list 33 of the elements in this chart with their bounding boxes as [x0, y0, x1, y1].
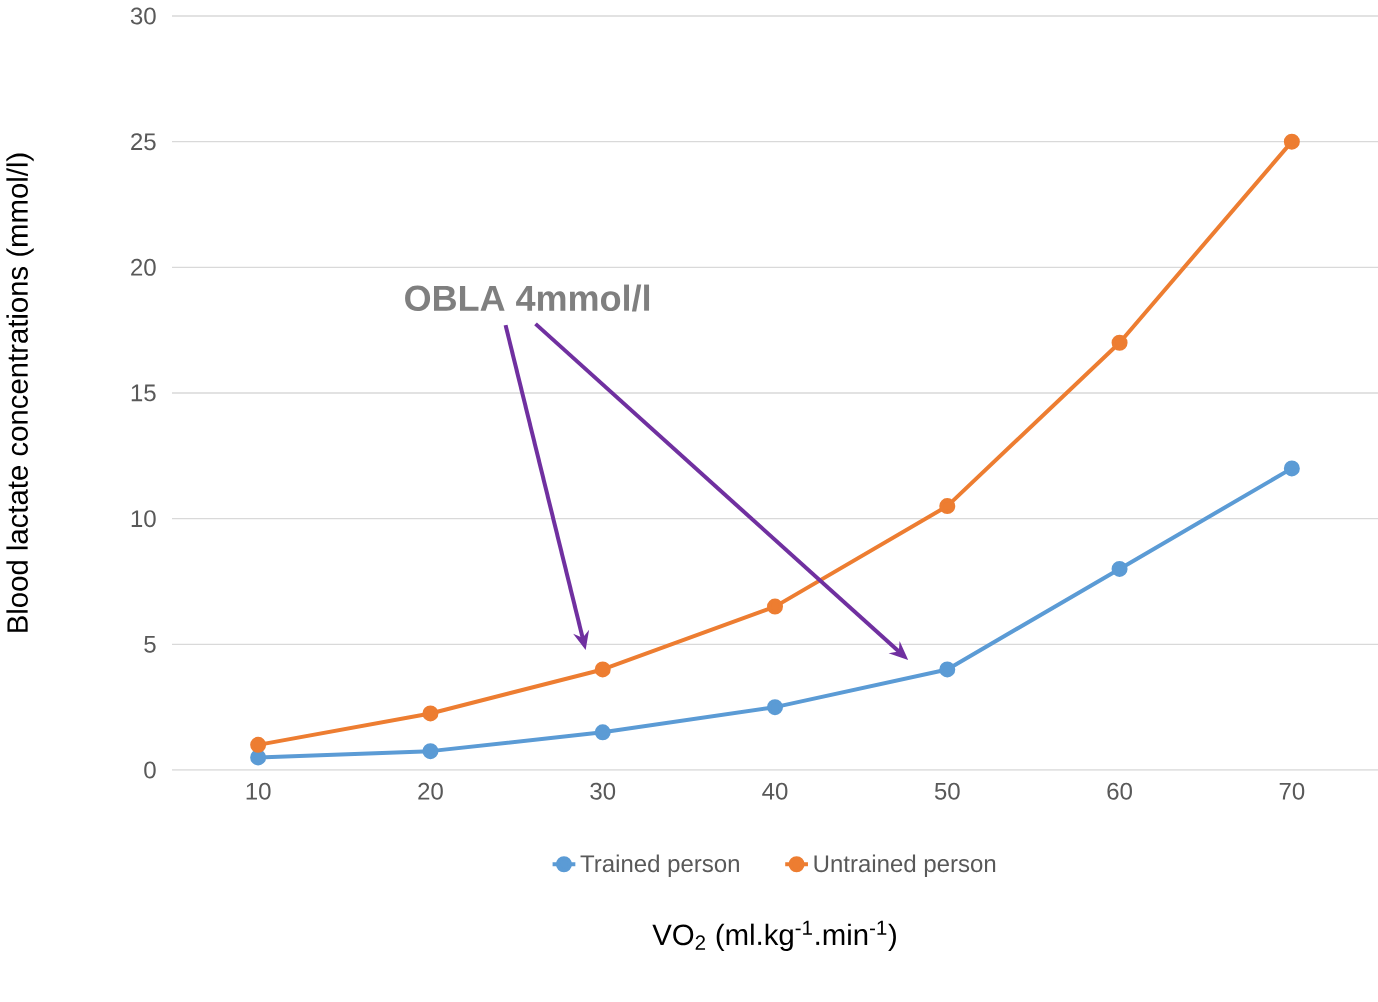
- y-tick-label: 20: [131, 258, 156, 276]
- x-tick-label: 70: [1279, 782, 1305, 800]
- y-axis-title: Blood lactate concentrations (mmol/l): [6, 153, 34, 632]
- point: [1283, 133, 1300, 150]
- point: [1283, 460, 1300, 477]
- x-tick-label: 10: [246, 782, 271, 800]
- point: [422, 705, 439, 722]
- y-tick-label: 10: [131, 510, 156, 528]
- x-tick-label: 50: [934, 782, 960, 800]
- point: [250, 749, 267, 766]
- y-tick-label: 25: [131, 133, 156, 151]
- annotation: OBLA 4mmol/l: [405, 284, 650, 312]
- point: [594, 724, 611, 741]
- y-tick-label: 30: [130, 7, 156, 25]
- point: [1111, 560, 1128, 577]
- point: [422, 743, 439, 760]
- point: [594, 661, 611, 678]
- y-tick-label: 5: [144, 635, 156, 653]
- x-axis-title: VO$_{2}$ (ml.kg$^{-1}$.min$^{-1}$): [652, 920, 896, 951]
- x-tick-label: 30: [590, 782, 616, 800]
- x-tick-label: 20: [418, 782, 443, 800]
- point: [1111, 334, 1128, 351]
- point: [767, 598, 783, 615]
- point: [250, 736, 267, 753]
- point: [939, 498, 956, 515]
- point: [767, 699, 783, 716]
- legend-label: Untrained person: [814, 854, 996, 877]
- point: [939, 661, 956, 678]
- x-tick-label: 60: [1107, 782, 1132, 800]
- y-tick-label: 0: [144, 761, 156, 779]
- y-tick-label: 15: [131, 384, 156, 402]
- legend-label: Trained person: [580, 854, 739, 877]
- x-tick-label: 40: [762, 782, 788, 800]
